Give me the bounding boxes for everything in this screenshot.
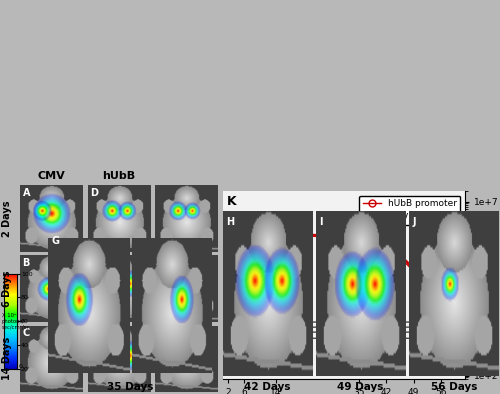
Text: D: D (90, 188, 98, 198)
Text: 2 Days: 2 Days (2, 200, 12, 236)
Text: A: A (22, 188, 30, 198)
Text: hUbB: hUbB (102, 171, 136, 181)
Text: 14 Days: 14 Days (2, 337, 12, 381)
Text: CMV: CMV (38, 171, 65, 181)
Text: F: F (90, 328, 96, 338)
Text: E: E (90, 258, 96, 268)
Text: 6 Days: 6 Days (2, 270, 12, 307)
Text: K: K (228, 195, 237, 208)
Text: 42 Days: 42 Days (244, 382, 290, 392)
Text: I: I (320, 217, 323, 227)
Text: H: H (226, 217, 234, 227)
Text: X 10³
photons/
sec/cm²/sr: X 10³ photons/ sec/cm²/sr (2, 313, 29, 330)
Text: 0: 0 (18, 364, 22, 369)
Text: J: J (412, 217, 416, 227)
Text: G: G (52, 236, 60, 246)
Text: C: C (22, 328, 30, 338)
Text: 49 Days: 49 Days (338, 382, 384, 392)
Text: 56 Days: 56 Days (430, 382, 477, 392)
Text: B: B (22, 258, 30, 268)
Text: 35 Days: 35 Days (107, 382, 153, 392)
Legend: hUbB promoter, CMV promoter: hUbB promoter, CMV promoter (359, 195, 460, 225)
